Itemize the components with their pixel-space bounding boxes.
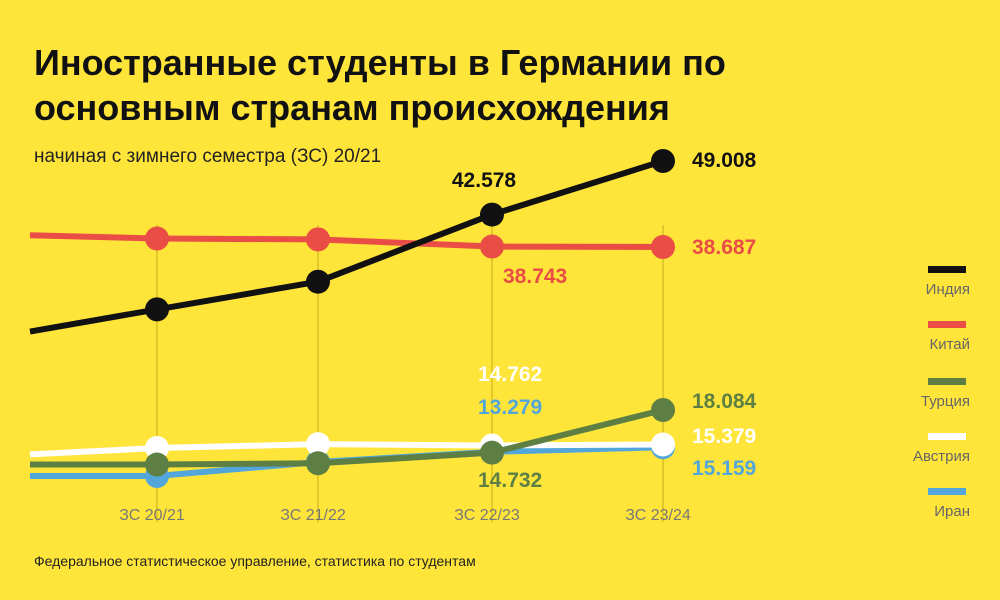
data-label: 42.578	[452, 169, 517, 192]
legend-label: Китай	[929, 336, 970, 353]
legend-item-turkey: Турция	[885, 378, 970, 410]
legend-swatch	[928, 378, 966, 385]
data-label: 15.159	[692, 457, 756, 480]
data-point	[306, 432, 330, 457]
data-point	[480, 440, 504, 465]
chart-title: Иностранные студенты в Германии по основ…	[34, 42, 726, 128]
data-label: 38.687	[692, 236, 756, 259]
legend-swatch	[928, 433, 966, 440]
legend-label: Турция	[920, 393, 970, 410]
x-tick-label: ЗС 21/22	[280, 507, 346, 524]
data-point	[480, 202, 504, 227]
legend-item-india: Индия	[885, 266, 970, 298]
data-point	[306, 227, 330, 252]
data-point	[306, 269, 330, 294]
data-label: 14.762	[478, 363, 542, 386]
data-point	[651, 149, 675, 173]
legend-label: Иран	[934, 503, 970, 520]
data-point	[651, 398, 675, 422]
data-point	[145, 226, 169, 251]
legend-swatch	[928, 266, 966, 273]
data-point	[145, 297, 169, 322]
data-point	[145, 435, 169, 460]
data-label: 15.379	[692, 425, 756, 448]
legend-label: Австрия	[912, 448, 970, 465]
x-tick-label: ЗС 22/23	[454, 507, 520, 524]
series-line-1	[29, 232, 664, 250]
series-line-2	[30, 407, 664, 468]
legend-item-china: Китай	[885, 321, 970, 353]
data-label: 49.008	[692, 149, 757, 172]
data-point	[480, 234, 504, 259]
legend-label: Индия	[925, 281, 970, 298]
data-point	[306, 451, 330, 476]
data-label: 13.279	[478, 396, 542, 419]
data-point	[651, 432, 675, 457]
data-label: 14.732	[478, 469, 542, 492]
legend-item-iran: Иран	[885, 488, 970, 520]
source-note: Федеральное статистическое управление, с…	[34, 553, 476, 569]
data-point	[145, 452, 169, 477]
data-label: 38.743	[503, 265, 567, 288]
x-tick-label: ЗС 20/21	[119, 507, 185, 524]
data-point	[651, 235, 675, 259]
data-label: 18.084	[692, 390, 757, 413]
legend-item-austria: Австрия	[885, 433, 970, 465]
legend-swatch	[928, 321, 966, 328]
legend-swatch	[928, 488, 966, 495]
chart-subtitle: начиная с зимнего семестра (ЗС) 20/21	[34, 146, 382, 167]
x-tick-label: ЗС 23/24	[625, 507, 691, 524]
